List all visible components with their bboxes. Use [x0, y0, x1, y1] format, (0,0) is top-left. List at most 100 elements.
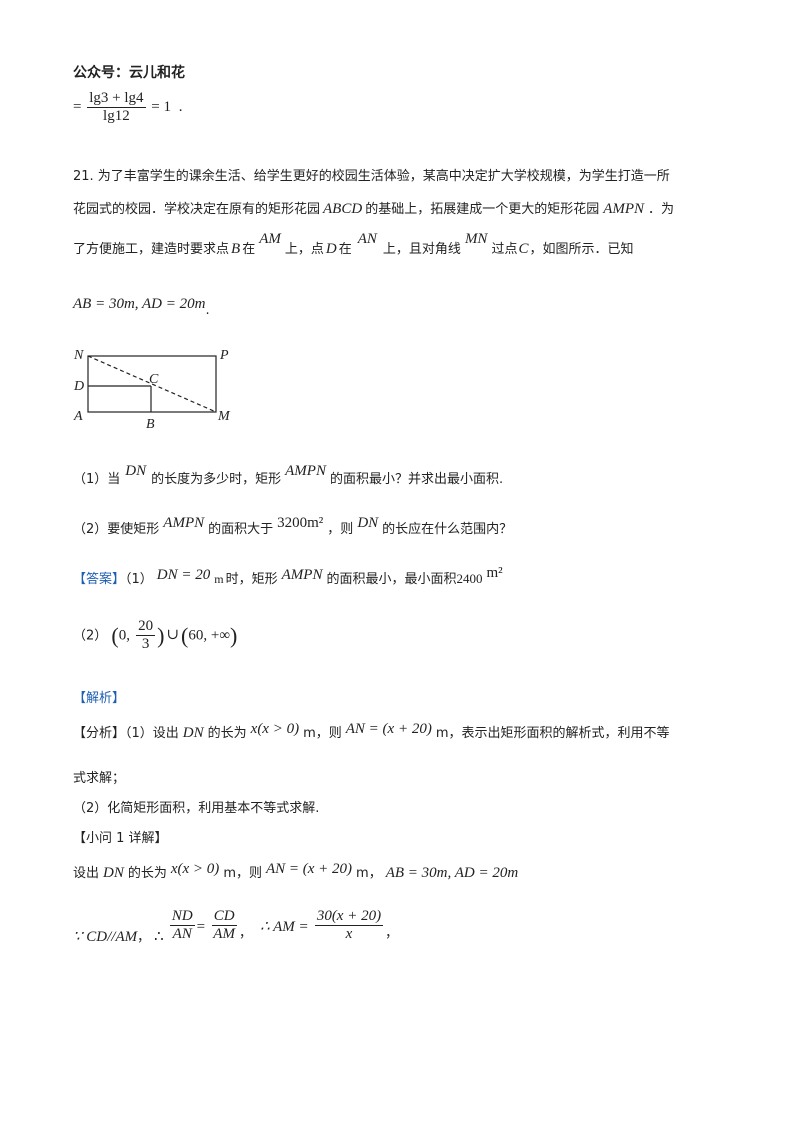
fraction-numerator: CD [211, 908, 237, 927]
math-an: AN [357, 231, 377, 247]
text: ．为 [648, 202, 675, 217]
solution-line2: ∵ CD//AM ， ∴ ND AN = CD AM ， ∴ AM = 30(x +… [73, 908, 399, 946]
math-given: AB = 30m, AD = 20m [385, 865, 519, 881]
math-b: B [231, 241, 241, 257]
ratio-cd-am: CD AM [211, 908, 237, 944]
math-am: AM [259, 231, 281, 247]
label-d: D [73, 379, 84, 394]
text: m，则 [223, 866, 262, 881]
eq-sign: = [73, 99, 82, 116]
text: m，表示出矩形面积的解析式，利用不等 [435, 726, 670, 741]
open-paren: ( [111, 622, 119, 648]
result-value: = 1 [151, 99, 171, 116]
text: ， [385, 926, 399, 942]
text: 的长为 [127, 866, 167, 881]
math-c: C [518, 241, 529, 257]
fraction-denominator: lg12 [103, 108, 130, 125]
text: 的长应在什么范围内？ [382, 522, 513, 537]
fraction-numerator: 30(x + 20) [314, 908, 384, 927]
label-a: A [73, 409, 83, 424]
text: 在 [242, 242, 256, 257]
math-dn: DN [182, 725, 204, 741]
fraction-numerator: lg3 + lg4 [87, 90, 146, 109]
text: 上，且对角线 [382, 242, 461, 257]
min-area-value: 2400 [456, 571, 483, 586]
part1-question: （1）当 DN 的长度为多少时，矩形AMPN的面积最小？并求出最小面积. [73, 463, 504, 488]
xiaowen-tag: 【小问 1 详解】 [73, 831, 168, 846]
open-paren: ( [181, 622, 189, 648]
therefore-symbol: ∴ [154, 929, 164, 946]
analysis-tag: 【解析】 [73, 691, 126, 706]
solution-line1: 设出 DN 的长为 x(x > 0) m，则 AN = (x + 20) m， AB = 30… [73, 861, 519, 882]
math-mn: MN [464, 231, 488, 247]
unit-m: m [214, 572, 224, 586]
math-ampn: AMPN [281, 567, 323, 583]
fraction-numerator: ND [169, 908, 195, 927]
math-ampn: AMPN [163, 515, 205, 531]
text: 上，点 [284, 242, 324, 257]
math-dn: DN [357, 515, 379, 531]
text: 的面积最小？并求出最小面积. [329, 472, 504, 487]
period: . [205, 303, 210, 318]
text: 的面积大于 [208, 522, 274, 537]
q21-line2: 花园式的校园．学校决定在原有的矩形花园 ABCD 的基础上，拓展建成一个更大的矩形花… [73, 198, 674, 218]
math-ampn: AMPN [603, 201, 645, 217]
text: ，则 [327, 522, 354, 537]
label-m: M [217, 409, 231, 424]
math-an-eq: AN = (x + 20) [265, 861, 353, 877]
text: （2） [73, 628, 108, 644]
text: 设出 [73, 866, 100, 881]
text: 了方便施工，建造时要求点 [73, 242, 230, 257]
math-x-condition: x(x > 0) [170, 861, 220, 877]
label-c: C [149, 372, 159, 387]
text: （1） [125, 572, 153, 587]
text: 过点 [491, 242, 518, 257]
q21-line3: 了方便施工，建造时要求点 B 在AM上，点 D 在AN上，且对角线MN过点C，如图所示．… [73, 231, 634, 258]
math-parallel: ∵ CD//AM [73, 929, 138, 946]
fraction-denominator: AN [172, 926, 192, 943]
diagonal-nm [87, 355, 217, 413]
text: ，如图所示．已知 [529, 242, 634, 257]
answer-line2: （2） (0, 20 3 ) ∪(60, +∞) [73, 618, 237, 654]
text: m，则 [303, 726, 342, 741]
ratio-nd-an: ND AN [169, 908, 195, 944]
text: ， [238, 926, 252, 942]
rectangle-figure: N P D C A B M [73, 348, 231, 432]
fraction-denominator: 3 [141, 636, 150, 653]
log-fraction: lg3 + lg4 lg12 [87, 90, 146, 126]
close-paren: ) [157, 622, 165, 648]
watermark-text: 公众号：云儿和花 [73, 65, 185, 81]
am-fraction: 30(x + 20) x [314, 908, 384, 944]
label-b: B [146, 417, 155, 432]
text: 在 [338, 242, 352, 257]
math-dn-eq: DN = 20 [156, 567, 211, 583]
fenxi-line2: 式求解； [73, 771, 126, 786]
math-dn: DN [125, 463, 147, 479]
fraction-20-3: 20 3 [136, 618, 156, 654]
math-an-eq: AN = (x + 20) [345, 721, 432, 737]
unit-m2: m² [486, 565, 503, 581]
math-am-eq: ∴ AM = [260, 919, 309, 936]
part2-question: （2）要使矩形 AMPN 的面积大于 3200m² ，则 DN 的长应在什么范围内？ [73, 515, 513, 538]
text: m， [356, 866, 382, 881]
interval-start: 0, [118, 627, 130, 644]
fraction-denominator: x [345, 926, 353, 943]
math-area: 3200m² [277, 515, 324, 531]
text: 花园式的校园．学校决定在原有的矩形花园 [73, 202, 321, 217]
math-ampn: AMPN [285, 463, 326, 479]
text: 的基础上，拓展建成一个更大的矩形花园 [365, 202, 600, 217]
fenxi-line3: （2）化简矩形面积，利用基本不等式求解. [73, 801, 320, 816]
math-x-condition: x(x > 0) [250, 721, 300, 737]
outer-rectangle-ampn [87, 355, 217, 413]
text: 时，矩形 [225, 572, 278, 587]
math-d: D [325, 241, 337, 257]
q21-given: AB = 30m, AD = 20m. [73, 296, 210, 318]
eq-sign: = [196, 919, 206, 936]
fraction-denominator: AM [213, 926, 235, 943]
period: . [178, 99, 183, 116]
text: 的长为 [207, 726, 247, 741]
math-abcd: ABCD [323, 201, 363, 217]
text: 的面积最小，最小面积 [326, 572, 457, 587]
close-paren: ) [230, 622, 238, 648]
fenxi-line1: 【分析】（1）设出 DN 的长为 x(x > 0) m，则 AN = (x + 20) m，… [73, 721, 670, 742]
